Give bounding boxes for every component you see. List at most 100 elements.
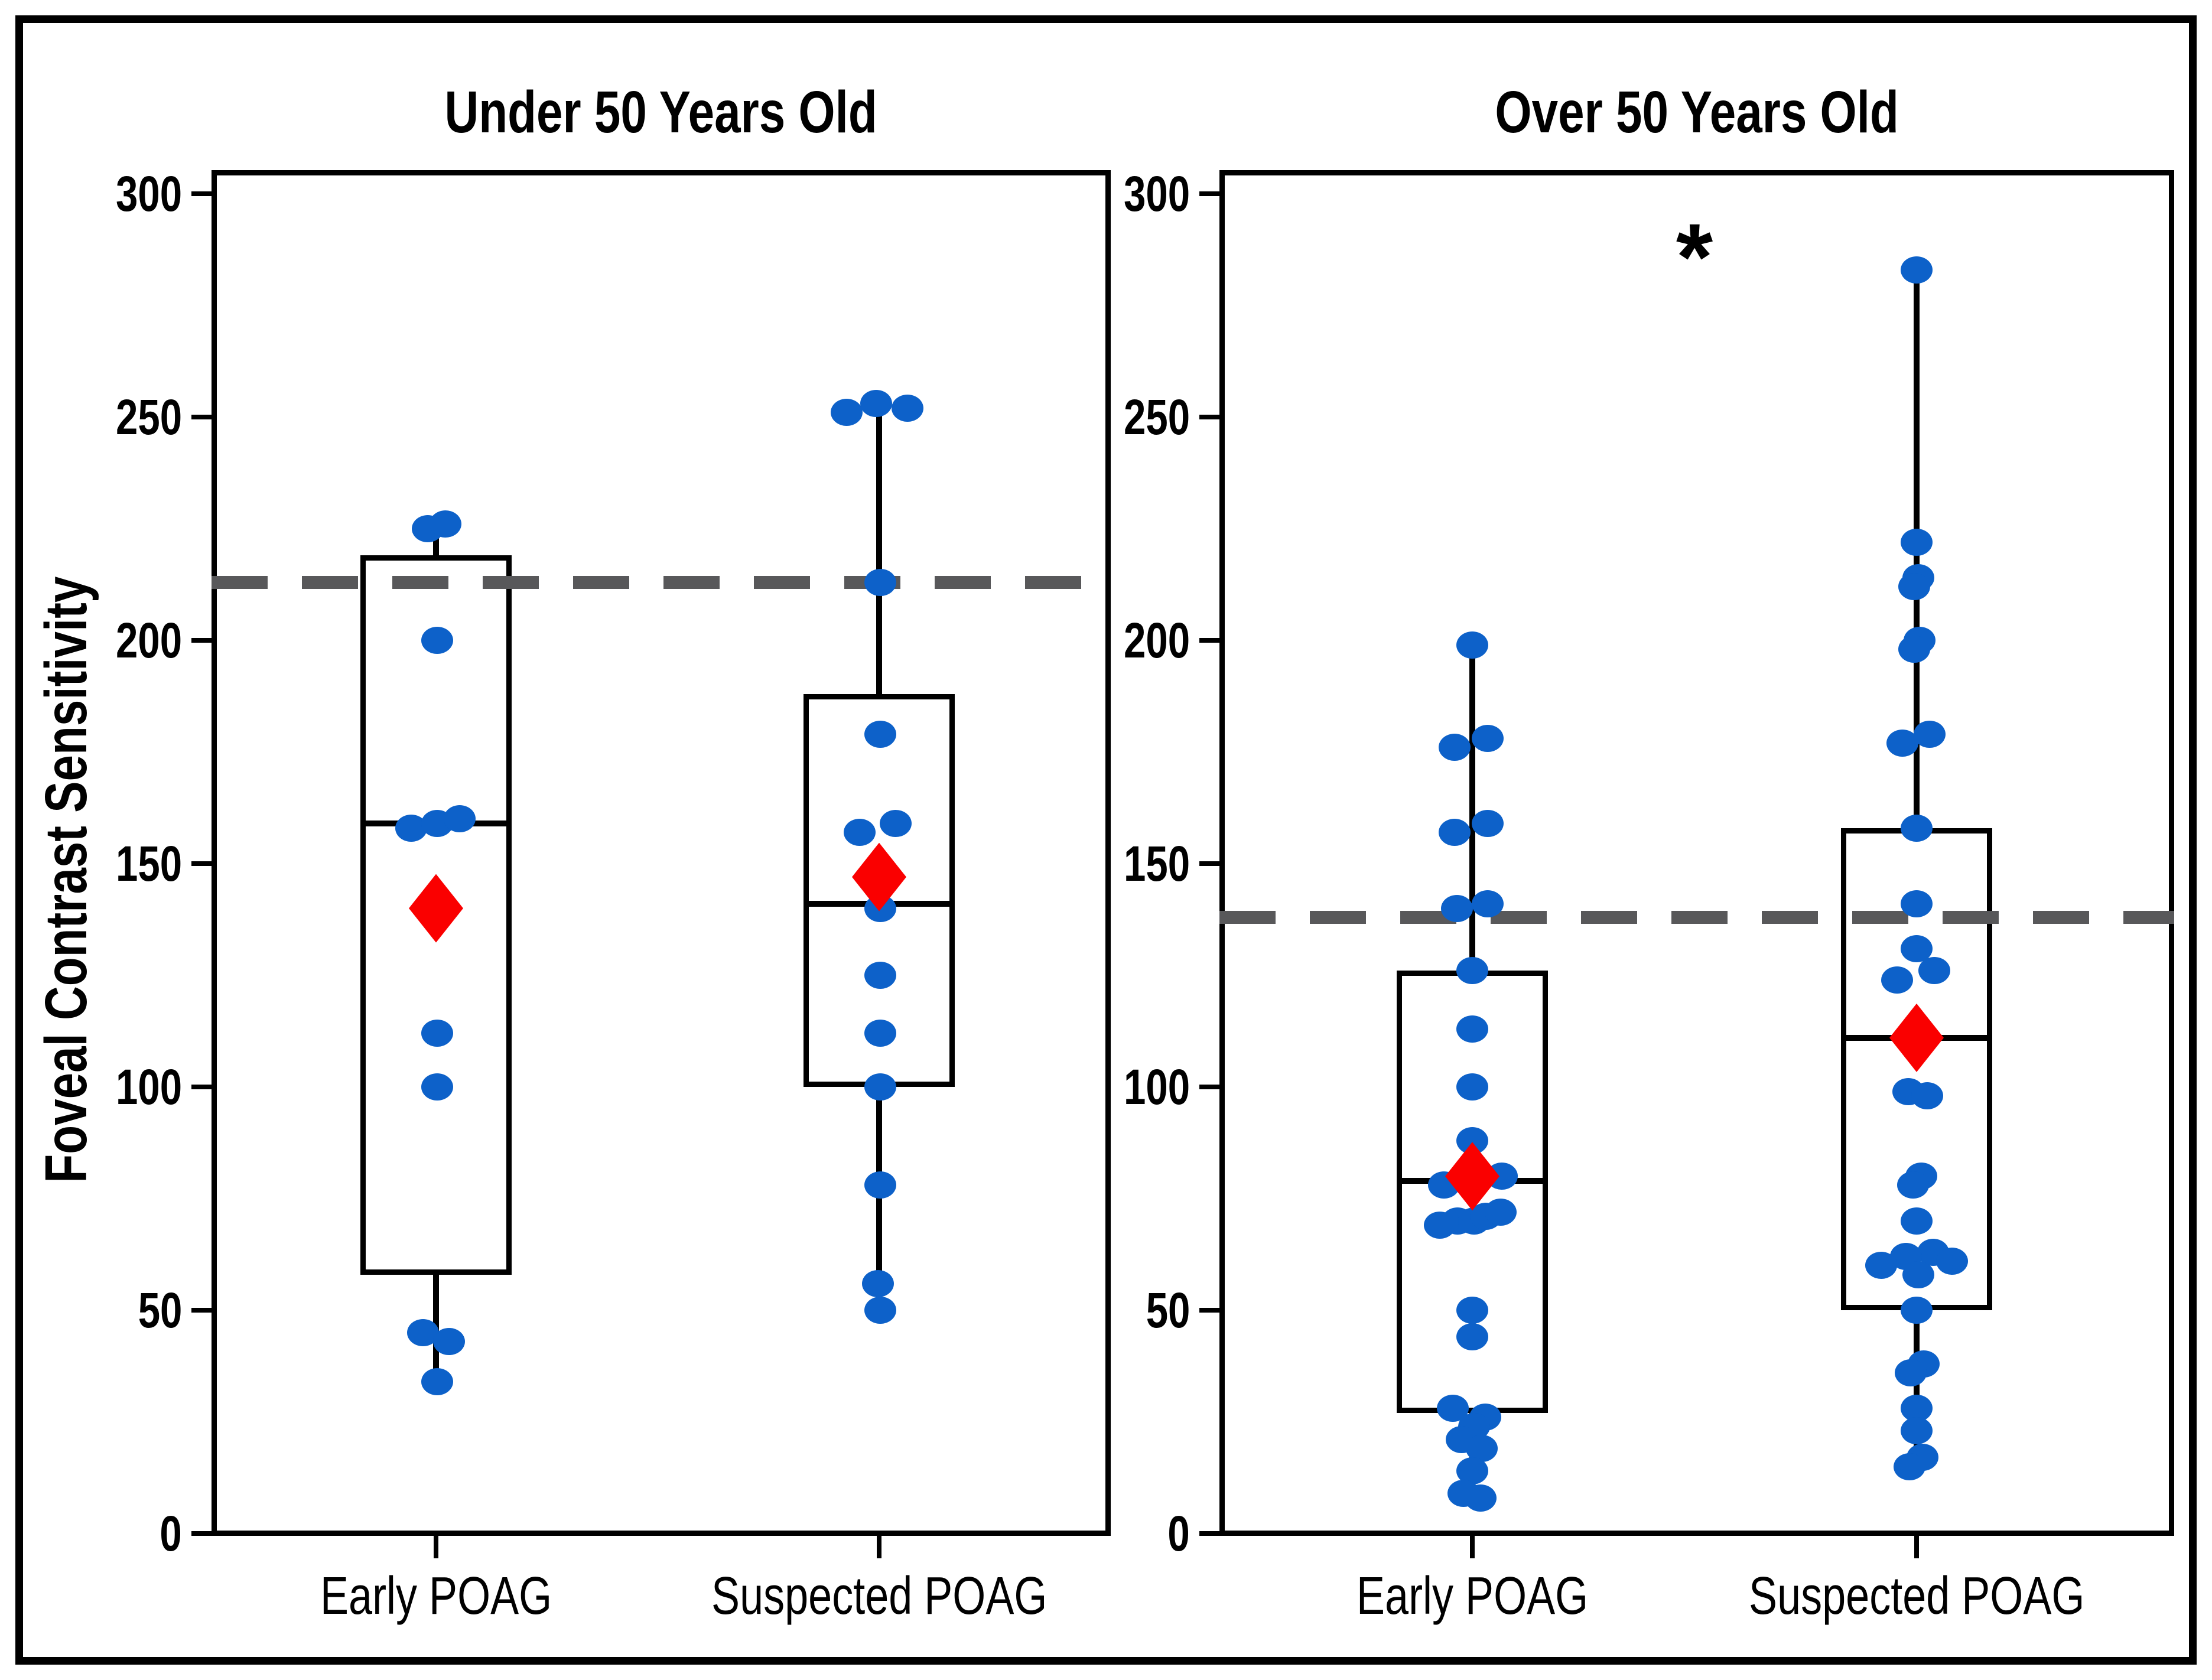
data-point xyxy=(864,1171,896,1199)
data-point xyxy=(1901,256,1933,284)
reference-dashed-line xyxy=(1219,910,2174,924)
panel-title-over50-text: Over 50 Years Old xyxy=(1495,79,1899,145)
data-point xyxy=(1901,1417,1933,1445)
y-tick-label-text: 100 xyxy=(1123,1059,1190,1115)
data-point xyxy=(1911,1082,1943,1110)
whisker-lower xyxy=(1914,1310,1920,1467)
panel-title-under50: Under 50 Years Old xyxy=(212,80,1111,145)
y-tick-label-text: 250 xyxy=(115,389,182,445)
y-tick-label: 250 xyxy=(0,390,182,444)
data-point xyxy=(444,805,476,833)
data-point xyxy=(1901,1207,1933,1235)
whisker-upper xyxy=(876,403,882,694)
data-point xyxy=(1898,636,1930,663)
y-tick-mark xyxy=(1199,191,1219,196)
data-point xyxy=(1865,1252,1897,1279)
y-tick-mark xyxy=(1199,1085,1219,1089)
data-point xyxy=(1441,894,1473,922)
y-tick-label-text: 300 xyxy=(115,166,182,222)
y-tick-label-text: 150 xyxy=(115,836,182,891)
y-tick-mark xyxy=(1199,415,1219,419)
data-point xyxy=(1472,890,1504,918)
y-tick-label: 0 xyxy=(0,1507,182,1560)
y-tick-label: 100 xyxy=(1007,1060,1190,1114)
y-tick-label-text: 200 xyxy=(115,613,182,668)
y-tick-label-text: 250 xyxy=(1123,389,1190,445)
data-point xyxy=(862,1269,894,1297)
y-tick-label-text: 300 xyxy=(1123,166,1190,222)
data-point xyxy=(1901,814,1933,842)
data-point xyxy=(1456,1015,1488,1043)
data-point xyxy=(1901,935,1933,962)
data-point xyxy=(1936,1247,1968,1275)
y-tick-label: 200 xyxy=(1007,614,1190,667)
y-tick-label: 300 xyxy=(0,167,182,220)
data-point xyxy=(1898,573,1930,601)
y-tick-mark xyxy=(191,861,212,866)
y-tick-mark xyxy=(1199,1308,1219,1313)
y-tick-mark xyxy=(1199,638,1219,643)
data-point xyxy=(1894,1453,1925,1480)
x-category-label: Suspected POAG xyxy=(1651,1567,2182,1626)
x-category-label: Suspected POAG xyxy=(613,1567,1145,1626)
data-point xyxy=(1886,729,1918,757)
data-point xyxy=(844,819,876,846)
data-point xyxy=(421,1368,453,1395)
significance-asterisk: * xyxy=(1676,204,1713,310)
data-point xyxy=(421,1073,453,1101)
y-tick-label-text: 0 xyxy=(1167,1506,1190,1561)
y-tick-label: 300 xyxy=(1007,167,1190,220)
y-tick-label-text: 50 xyxy=(138,1282,182,1338)
y-tick-label-text: 200 xyxy=(1123,613,1190,668)
data-point xyxy=(1456,957,1488,985)
data-point xyxy=(1456,1297,1488,1324)
data-point xyxy=(864,720,896,748)
data-point xyxy=(860,390,892,418)
data-point xyxy=(421,1020,453,1047)
x-tick-mark xyxy=(1914,1536,1919,1558)
y-tick-mark xyxy=(191,638,212,643)
y-tick-mark xyxy=(191,1308,212,1313)
y-tick-label-text: 100 xyxy=(115,1059,182,1115)
data-point xyxy=(1897,1171,1929,1199)
data-point xyxy=(1485,1198,1517,1226)
y-tick-mark xyxy=(191,1085,212,1089)
y-tick-label: 150 xyxy=(1007,837,1190,890)
data-point xyxy=(433,1327,465,1355)
data-point xyxy=(1472,725,1504,753)
data-point xyxy=(1439,734,1471,761)
y-tick-mark xyxy=(1199,1531,1219,1536)
plot-panel-border xyxy=(1219,170,2174,1536)
x-category-label-text: Early POAG xyxy=(1356,1567,1589,1626)
figure-outer-border xyxy=(15,15,2197,1665)
x-category-label: Early POAG xyxy=(1206,1567,1738,1626)
data-point xyxy=(1472,809,1504,837)
data-point xyxy=(831,399,863,426)
data-point xyxy=(880,809,912,837)
data-point xyxy=(1901,528,1933,556)
y-tick-label-text: 0 xyxy=(160,1506,182,1561)
y-tick-label: 200 xyxy=(0,614,182,667)
whisker-upper xyxy=(433,529,439,556)
x-tick-mark xyxy=(1470,1536,1475,1558)
data-point xyxy=(892,394,923,422)
data-point xyxy=(864,962,896,989)
whisker-lower xyxy=(876,1087,882,1310)
x-category-label-text: Suspected POAG xyxy=(711,1567,1048,1626)
y-tick-label-text: 150 xyxy=(1123,836,1190,891)
x-category-label: Early POAG xyxy=(170,1567,702,1626)
data-point xyxy=(864,568,896,596)
data-point xyxy=(1901,1297,1933,1324)
data-point xyxy=(864,1073,896,1101)
data-point xyxy=(1465,1484,1497,1512)
y-tick-mark xyxy=(191,191,212,196)
box-iqr xyxy=(360,555,512,1275)
y-tick-label: 50 xyxy=(1007,1284,1190,1337)
panel-title-over50: Over 50 Years Old xyxy=(1219,80,2174,145)
x-tick-mark xyxy=(434,1536,438,1558)
x-category-label-text: Suspected POAG xyxy=(1748,1567,2085,1626)
data-point xyxy=(1895,1359,1927,1386)
data-point xyxy=(1914,720,1946,748)
y-tick-label: 50 xyxy=(0,1284,182,1337)
